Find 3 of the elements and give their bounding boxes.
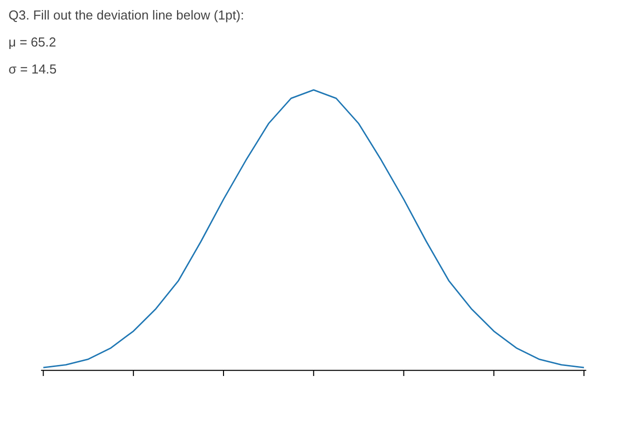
text: μ = 65.2 [8,34,56,50]
text: σ = 14.5 [8,62,57,76]
chart-title: Q3. Fill out the deviation line below (1pt): [8,8,244,22]
